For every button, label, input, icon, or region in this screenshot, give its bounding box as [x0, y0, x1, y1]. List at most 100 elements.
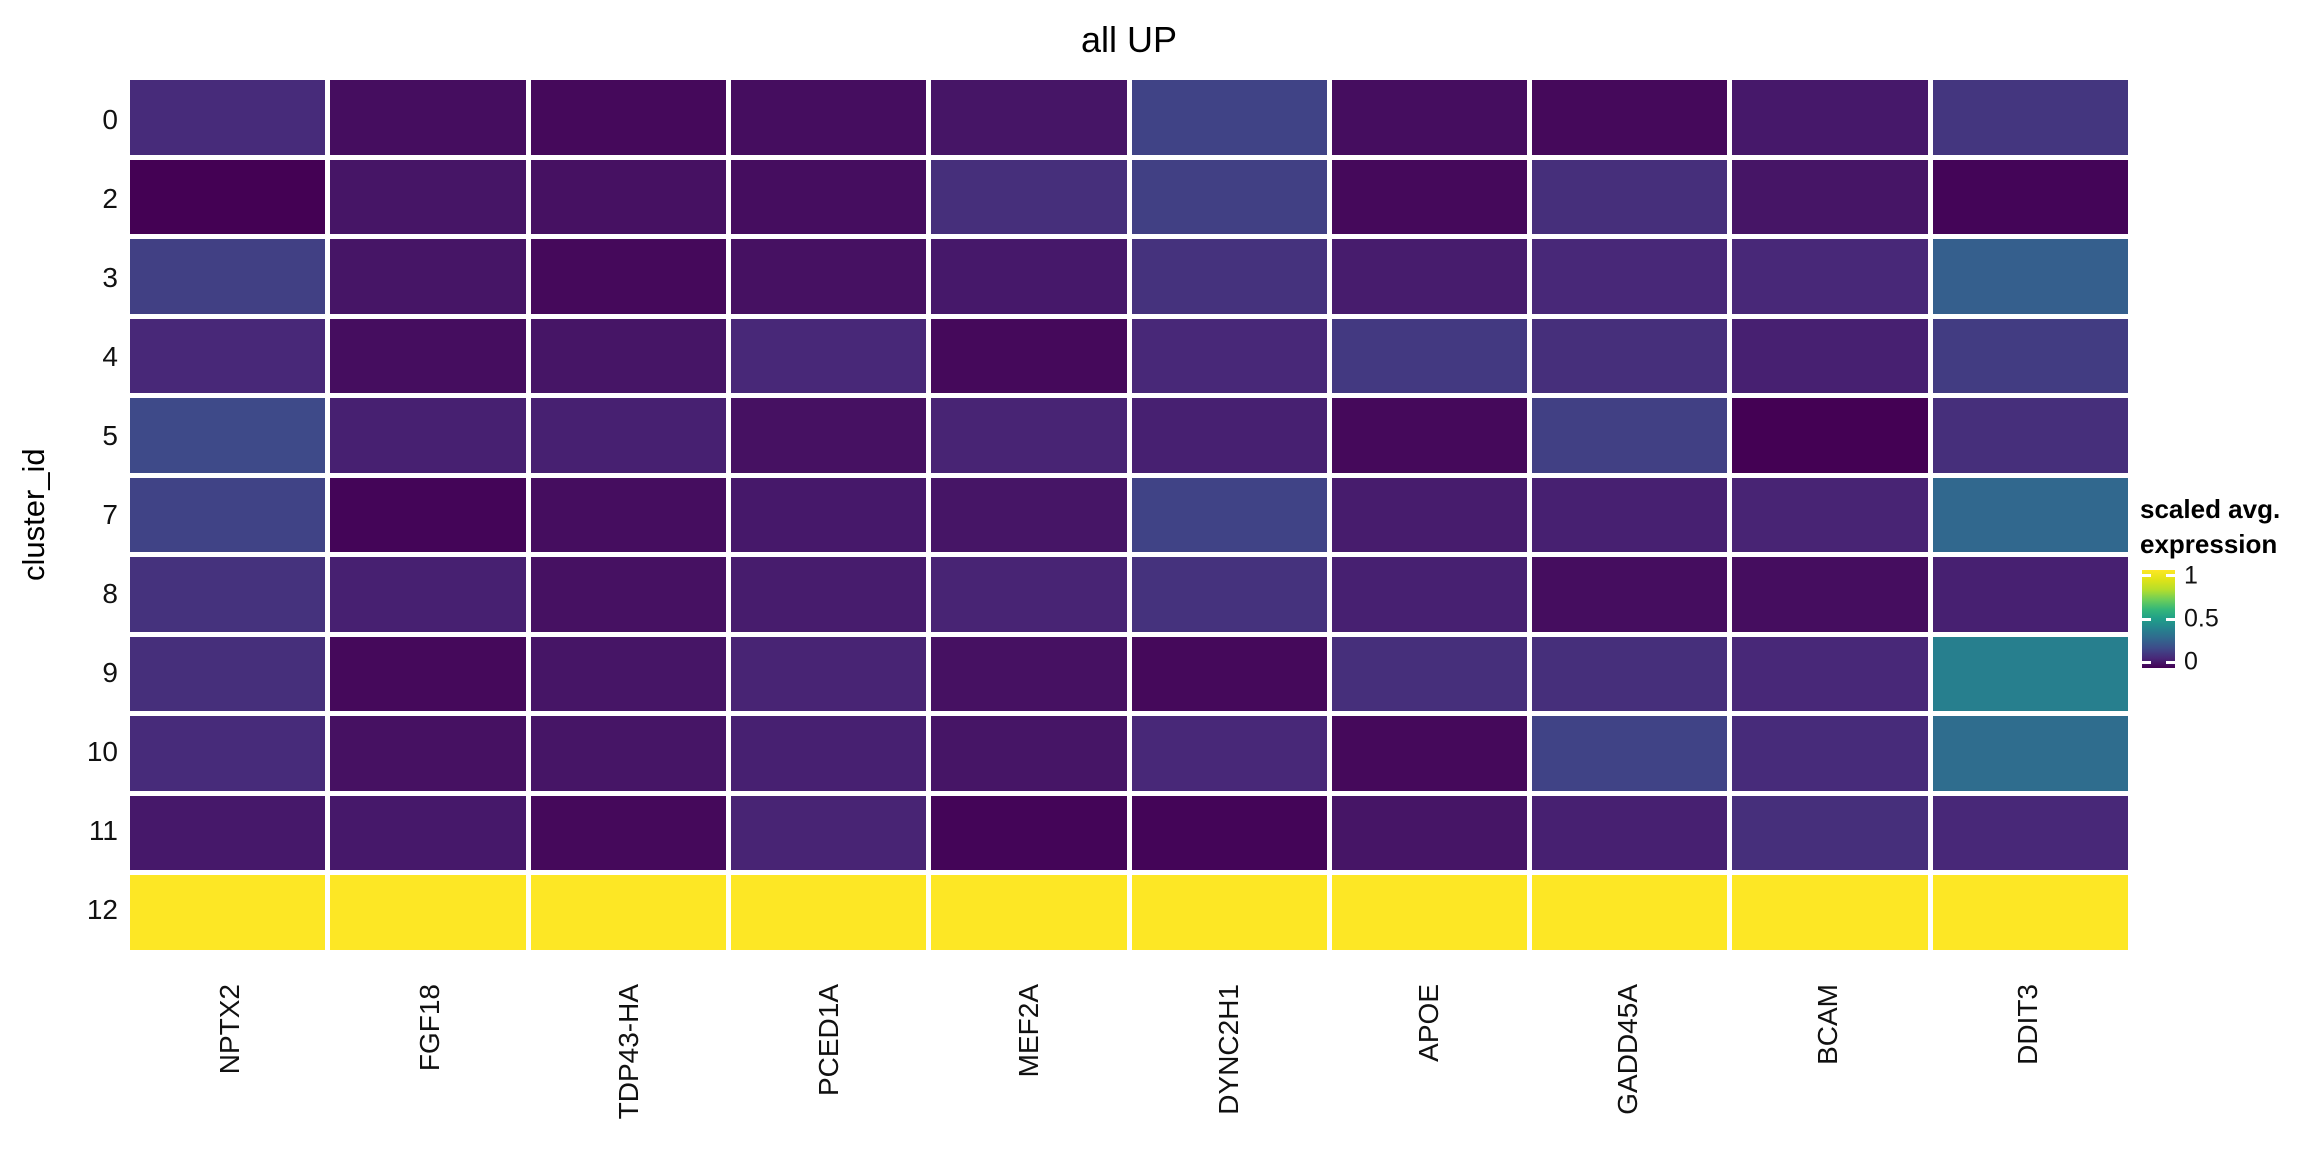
x-tick-label: GADD45A — [1612, 984, 1644, 1115]
chart-title: all UP — [1080, 19, 1178, 60]
heatmap-cell — [530, 398, 726, 473]
heatmap-cell — [330, 159, 526, 235]
heatmap-cell — [1732, 398, 1928, 473]
heatmap-cell — [730, 875, 927, 950]
heatmap-cell — [1331, 557, 1528, 632]
heatmap-cell — [130, 398, 326, 473]
y-axis-tick-labels: 0 2 3 4 5 7 8 9 10 11 12 — [0, 80, 118, 950]
heatmap-cell — [931, 159, 1127, 235]
heatmap-cell — [1732, 716, 1928, 791]
x-tick-label: BCAM — [1812, 984, 1844, 1065]
heatmap-cell — [330, 795, 526, 871]
heatmap-cell — [130, 636, 326, 712]
heatmap-cell — [1732, 795, 1928, 871]
x-tick-column: MEF2A — [929, 984, 1129, 1152]
x-tick-label: NPTX2 — [213, 984, 245, 1075]
heatmap-cell — [1932, 636, 2128, 712]
heatmap-cell — [1532, 398, 1728, 473]
heatmap-cell — [1532, 875, 1728, 950]
x-tick-column: APOE — [1329, 984, 1529, 1152]
heatmap-cell — [1131, 477, 1327, 553]
heatmap-cell — [530, 636, 726, 712]
y-tick-label: 10 — [86, 736, 118, 768]
heatmap-cell — [530, 80, 726, 155]
legend-tick-label: 0.5 — [2184, 604, 2219, 633]
heatmap-cell — [730, 716, 927, 791]
x-tick-label: DYNC2H1 — [1212, 984, 1244, 1115]
heatmap-cell — [1532, 557, 1728, 632]
heatmap-cell — [130, 318, 326, 394]
heatmap-cell — [530, 159, 726, 235]
heatmap-cell — [330, 716, 526, 791]
heatmap-cell — [1932, 875, 2128, 950]
legend-title-line2: expression — [2140, 529, 2278, 559]
heatmap-cell — [1532, 477, 1728, 553]
heatmap-cell — [530, 716, 726, 791]
heatmap-cell — [330, 477, 526, 553]
heatmap-cell — [1331, 398, 1528, 473]
heatmap-cell — [130, 80, 326, 155]
heatmap-cell — [1131, 80, 1327, 155]
x-axis-tick-labels: NPTX2 FGF18 TDP43-HA PCED1A MEF2A DYNC2H1 APOE… — [130, 984, 2128, 1152]
y-tick-label: 3 — [102, 261, 118, 293]
x-tick-label: TDP43-HA — [613, 984, 645, 1120]
legend-tick-label: 0 — [2184, 647, 2198, 676]
heatmap-cell — [1131, 636, 1327, 712]
legend-colorbar — [2142, 570, 2175, 668]
heatmap-cell — [1932, 477, 2128, 553]
heatmap-cell — [1532, 80, 1728, 155]
legend-tick-label: 1 — [2184, 561, 2198, 590]
heatmap-cell — [931, 477, 1127, 553]
heatmap-cell — [1732, 557, 1928, 632]
legend-tick-mark — [2142, 617, 2151, 621]
heatmap-cell — [1331, 636, 1528, 712]
heatmap-cell — [1732, 80, 1928, 155]
heatmap-cell — [130, 795, 326, 871]
heatmap-cell — [931, 318, 1127, 394]
heatmap-cell — [1532, 318, 1728, 394]
heatmap-cell — [1932, 80, 2128, 155]
heatmap-cell — [130, 239, 326, 314]
heatmap-cell — [130, 159, 326, 235]
heatmap-cell — [730, 80, 927, 155]
heatmap-cell — [1732, 159, 1928, 235]
heatmap-cell — [1131, 557, 1327, 632]
legend-tick-mark — [2142, 574, 2151, 578]
legend-colorbar-row: 1 0.5 0 — [2140, 561, 2304, 676]
y-tick-label: 11 — [88, 815, 118, 847]
x-tick-label: PCED1A — [813, 984, 845, 1097]
heatmap-cell — [1732, 875, 1928, 950]
legend-tick-mark — [2166, 660, 2175, 664]
heatmap-cell — [130, 557, 326, 632]
heatmap-cell — [1532, 636, 1728, 712]
heatmap-cell — [931, 557, 1127, 632]
heatmap-cell — [1532, 159, 1728, 235]
x-tick-column: TDP43-HA — [530, 984, 730, 1152]
heatmap-cell — [730, 636, 927, 712]
legend-tick-mark — [2142, 660, 2151, 664]
y-tick-label: 2 — [102, 182, 118, 214]
heatmap-cell — [330, 636, 526, 712]
y-tick-label: 0 — [102, 103, 118, 135]
heatmap-cell — [1532, 716, 1728, 791]
x-tick-column: NPTX2 — [130, 984, 330, 1152]
heatmap-cell — [1932, 398, 2128, 473]
heatmap-cell — [1732, 477, 1928, 553]
heatmap-cell — [730, 239, 927, 314]
heatmap-cell — [730, 795, 927, 871]
heatmap-cell — [730, 557, 927, 632]
heatmap-cell — [730, 398, 927, 473]
heatmap-cell — [1932, 795, 2128, 871]
heatmap-cell — [1131, 795, 1327, 871]
heatmap-cell — [1732, 239, 1928, 314]
heatmap-cell — [1932, 239, 2128, 314]
heatmap-cell — [330, 80, 526, 155]
legend-title: scaled avg. expression — [2140, 492, 2304, 562]
heatmap-cell — [330, 239, 526, 314]
heatmap-cell — [130, 477, 326, 553]
heatmap-cell — [130, 875, 326, 950]
heatmap-cell — [1532, 239, 1728, 314]
heatmap-cell — [530, 477, 726, 553]
y-tick-label: 12 — [86, 894, 118, 926]
heatmap-cell — [330, 318, 526, 394]
